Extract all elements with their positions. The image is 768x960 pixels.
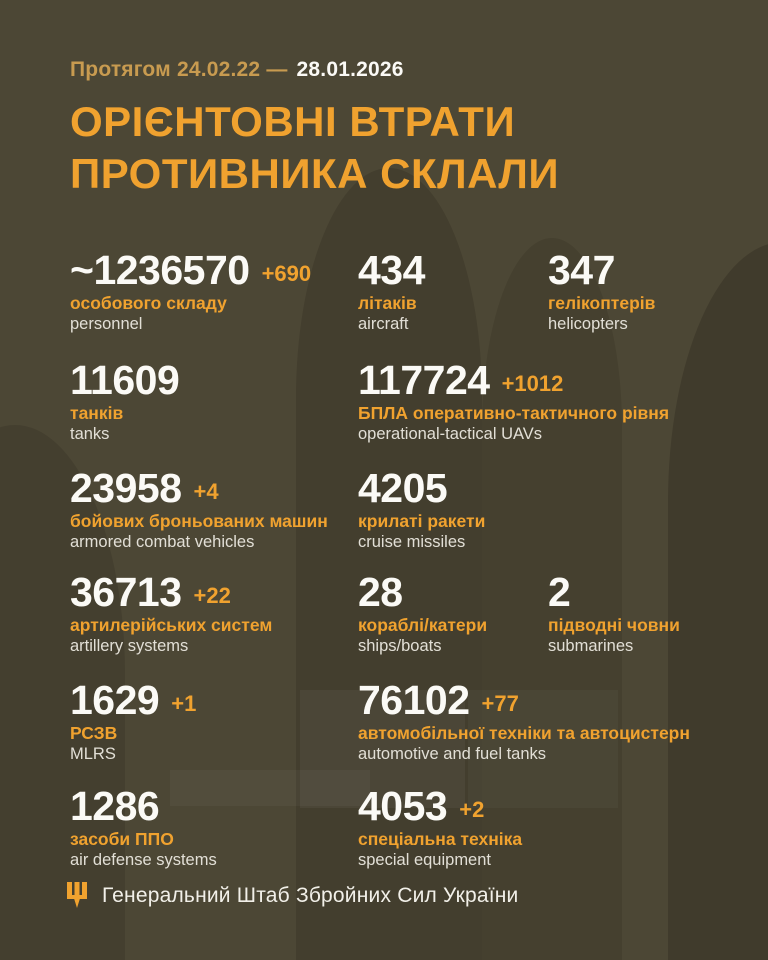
- stat-helicopters: 347 гелікоптерів helicopters: [548, 250, 655, 334]
- stat-label-ua: крилаті ракети: [358, 511, 486, 531]
- stat-delta: +1012: [501, 371, 564, 396]
- stat-personnel: ~1236570 +690 особового складу personnel: [70, 250, 311, 334]
- title-line-2: ПРОТИВНИКА СКЛАЛИ: [70, 150, 560, 197]
- stat-label-en: MLRS: [70, 745, 116, 763]
- stat-air-defense: 1286 засоби ППО air defense systems: [70, 786, 217, 870]
- stat-mlrs: 1629 +1 РСЗВ MLRS: [70, 680, 196, 764]
- stat-delta: +4: [193, 479, 219, 504]
- stat-label-en: cruise missiles: [358, 533, 466, 551]
- stat-value: 2: [548, 569, 571, 615]
- stat-label-ua: автомобільної техніки та автоцистерн: [358, 723, 690, 743]
- tryzub-icon: [67, 882, 87, 908]
- stat-delta: +1: [171, 691, 197, 716]
- stat-label-ua: БПЛА оперативно-тактичного рівня: [358, 403, 670, 423]
- stat-value: 1286: [70, 783, 160, 829]
- stat-ships: 28 кораблі/катери ships/boats: [358, 572, 487, 656]
- stat-label-en: submarines: [548, 637, 634, 655]
- stat-value: 1629: [70, 677, 160, 723]
- stat-value: 76102: [358, 677, 470, 723]
- stat-value: 117724: [358, 357, 490, 403]
- stat-submarines: 2 підводні човни submarines: [548, 572, 680, 656]
- stat-delta: +22: [193, 583, 231, 608]
- stat-label-en: artillery systems: [70, 637, 189, 655]
- stat-label-ua: літаків: [358, 293, 417, 313]
- stat-label-en: aircraft: [358, 315, 409, 333]
- stat-label-en: armored combat vehicles: [70, 533, 255, 551]
- title-line-1: ОРІЄНТОВНІ ВТРАТИ: [70, 98, 516, 145]
- stat-uavs: 117724 +1012 БПЛА оперативно-тактичного рі…: [358, 360, 669, 444]
- stat-label-ua: засоби ППО: [70, 829, 174, 849]
- stat-label-en: special equipment: [358, 851, 491, 869]
- footer: Генеральний Штаб Збройних Сил України: [66, 882, 519, 909]
- stat-value: 36713: [70, 569, 182, 615]
- stat-value: 347: [548, 247, 615, 293]
- stat-label-en: tanks: [70, 425, 110, 443]
- stat-label-ua: підводні човни: [548, 615, 680, 635]
- stat-delta: +690: [261, 261, 312, 286]
- stat-value: ~1236570: [70, 247, 250, 293]
- stat-artillery: 36713 +22 артилерійських систем artillery s…: [70, 572, 272, 656]
- footer-org-name: Генеральний Штаб Збройних Сил України: [102, 883, 519, 907]
- report-period: Протягом 24.02.22 — 28.01.2026: [70, 58, 404, 82]
- background-highlight: [300, 690, 465, 808]
- stat-value: 434: [358, 247, 425, 293]
- stat-label-ua: особового складу: [70, 293, 227, 313]
- stat-value: 23958: [70, 465, 182, 511]
- stat-delta: +2: [459, 797, 485, 822]
- stat-automotive: 76102 +77 автомобільної техніки та автоцис…: [358, 680, 690, 764]
- stat-label-en: automotive and fuel tanks: [358, 745, 547, 763]
- artillery-shell-silhouette: [296, 168, 482, 960]
- stat-armored-vehicles: 23958 +4 бойових броньованих машин armored …: [70, 468, 328, 552]
- stat-label-en: ships/boats: [358, 637, 442, 655]
- stat-delta: +77: [481, 691, 519, 716]
- period-end-date: 28.01.2026: [296, 58, 404, 81]
- artillery-shell-silhouette: [482, 238, 622, 960]
- stat-aircraft: 434 літаків aircraft: [358, 250, 425, 334]
- page-title: ОРІЄНТОВНІ ВТРАТИ ПРОТИВНИКА СКЛАЛИ: [70, 96, 559, 200]
- stat-label-en: air defense systems: [70, 851, 217, 869]
- stat-label-ua: бойових броньованих машин: [70, 511, 328, 531]
- stat-label-ua: РСЗВ: [70, 723, 118, 743]
- period-prefix: Протягом 24.02.22 —: [70, 58, 288, 81]
- stat-label-ua: кораблі/катери: [358, 615, 488, 635]
- stat-value: 28: [358, 569, 403, 615]
- stat-label-en: operational-tactical UAVs: [358, 425, 543, 443]
- stat-label-ua: артилерійських систем: [70, 615, 273, 635]
- stat-label-ua: спеціальна техніка: [358, 829, 523, 849]
- stat-label-en: personnel: [70, 315, 143, 333]
- stat-label-ua: гелікоптерів: [548, 293, 656, 313]
- stat-value: 4205: [358, 465, 448, 511]
- stat-label-en: helicopters: [548, 315, 628, 333]
- stat-cruise-missiles: 4205 крилаті ракети cruise missiles: [358, 468, 485, 552]
- stat-value: 11609: [70, 357, 180, 403]
- stat-special-equipment: 4053 +2 спеціальна техніка special equipmen…: [358, 786, 522, 870]
- stat-tanks: 11609 танків tanks: [70, 357, 180, 444]
- stat-label-ua: танків: [70, 403, 124, 423]
- stat-value: 4053: [358, 783, 448, 829]
